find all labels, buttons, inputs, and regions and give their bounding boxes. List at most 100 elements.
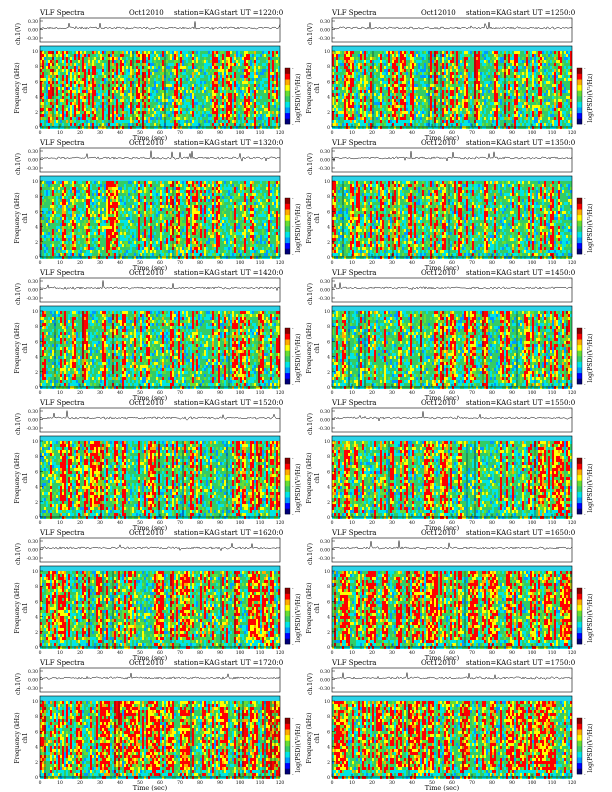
spectrogram-cell: [376, 108, 378, 111]
spectrogram-cell: [398, 123, 400, 126]
spectrogram-cell: [414, 84, 416, 87]
spectrogram-cell: [396, 111, 398, 114]
spectrogram-cell: [454, 84, 456, 87]
spectrogram-cell: [414, 78, 416, 81]
spectrogram-cell: [78, 81, 80, 84]
spectrogram-cell: [404, 54, 406, 57]
spectrogram-cell: [200, 102, 202, 105]
spectrogram-cell: [374, 90, 376, 93]
spectrogram-cell: [216, 123, 218, 126]
spectrogram-cell: [82, 51, 84, 54]
spectrogram-cell: [80, 60, 82, 63]
spectrogram-cell: [380, 111, 382, 114]
spectrogram-cell: [336, 84, 338, 87]
spectrogram-cell: [366, 123, 368, 126]
spectrogram-cell: [438, 81, 440, 84]
spectrogram-cell: [148, 72, 150, 75]
spectrogram-cell: [392, 87, 394, 90]
spectrogram-cell: [144, 63, 146, 66]
spectrogram-cell: [76, 75, 78, 78]
spectrogram-cell: [408, 57, 410, 60]
spectrogram-cell: [200, 90, 202, 93]
spectrogram-cell: [88, 93, 90, 96]
spectrogram-cell: [214, 96, 216, 99]
spectrogram-cell: [88, 96, 90, 99]
spectrogram-cell: [100, 84, 102, 87]
spectrogram-cell: [394, 51, 396, 54]
spectrogram-cell: [332, 120, 334, 123]
spectrogram-cell: [198, 93, 200, 96]
spectrogram-cell: [74, 120, 76, 123]
spectrogram-cell: [382, 63, 384, 66]
spectrogram-cell: [368, 105, 370, 108]
spectrogram-cell: [336, 63, 338, 66]
spectrogram-cell: [162, 78, 164, 81]
spectrogram-cell: [66, 54, 68, 57]
spectrogram-cell: [180, 105, 182, 108]
spectrogram-cell: [468, 60, 470, 63]
spectrogram-cell: [368, 114, 370, 117]
spectrogram-cell: [62, 126, 64, 129]
spectrogram-cell: [370, 120, 372, 123]
spectrogram-cell: [344, 63, 346, 66]
spectrogram-cell: [206, 117, 208, 120]
spectrogram-cell: [198, 84, 200, 87]
spectrogram-cell: [90, 105, 92, 108]
spectrogram-cell: [200, 81, 202, 84]
spectrogram-cell: [278, 114, 280, 117]
spectrogram-cell: [356, 84, 358, 87]
spectrogram-cell: [156, 102, 158, 105]
spectrogram-cell: [390, 51, 392, 54]
spectrogram-cell: [410, 120, 412, 123]
spectrogram-cell: [190, 81, 192, 84]
spectrogram-cell: [174, 81, 176, 84]
spectrogram-cell: [98, 72, 100, 75]
spectrogram-cell: [268, 87, 270, 90]
spectrogram-cell: [44, 114, 46, 117]
spectrogram-cell: [104, 99, 106, 102]
spectrogram-cell: [200, 114, 202, 117]
spectrogram-cell: [70, 72, 72, 75]
spectrogram-cell: [88, 54, 90, 57]
spectrogram-cell: [374, 114, 376, 117]
spectrogram-cell: [120, 126, 122, 129]
spectrogram-cell: [276, 63, 278, 66]
spectrogram-cell: [124, 102, 126, 105]
spectrogram-cell: [194, 117, 196, 120]
spectrogram-cell: [46, 96, 48, 99]
spectrogram-cell: [130, 60, 132, 63]
spectrogram-cell: [56, 66, 58, 69]
spectrogram-cell: [432, 96, 434, 99]
spectrogram-cell: [68, 114, 70, 117]
spectrogram-cell: [86, 111, 88, 114]
spectrogram-cell: [192, 78, 194, 81]
spectrogram-cell: [400, 66, 402, 69]
spectrogram-cell: [186, 69, 188, 72]
spectrogram-cell: [260, 78, 262, 81]
spectrogram-cell: [168, 81, 170, 84]
spectrogram-cell: [160, 117, 162, 120]
spectrogram-cell: [130, 111, 132, 114]
spectrogram-cell: [94, 57, 96, 60]
spectrogram-cell: [214, 99, 216, 102]
spectrogram-cell: [144, 75, 146, 78]
spectrogram-cell: [344, 72, 346, 75]
spectrogram-cell: [76, 87, 78, 90]
spectrogram-cell: [252, 99, 254, 102]
spectrogram-cell: [388, 114, 390, 117]
spectrogram-cell: [198, 51, 200, 54]
spectrogram-cell: [138, 126, 140, 129]
spectrogram-cell: [166, 66, 168, 69]
spectrogram-cell: [64, 87, 66, 90]
spectrogram-cell: [86, 78, 88, 81]
spectrogram-cell: [274, 90, 276, 93]
spectrogram-cell: [116, 66, 118, 69]
spectrogram-cell: [378, 87, 380, 90]
spectrogram-cell: [394, 117, 396, 120]
spectrogram-cell: [454, 96, 456, 99]
spectrogram-cell: [186, 72, 188, 75]
spectrogram-cell: [272, 96, 274, 99]
spectrogram-cell: [232, 81, 234, 84]
spectrogram-cell: [364, 117, 366, 120]
spectrogram-cell: [218, 69, 220, 72]
